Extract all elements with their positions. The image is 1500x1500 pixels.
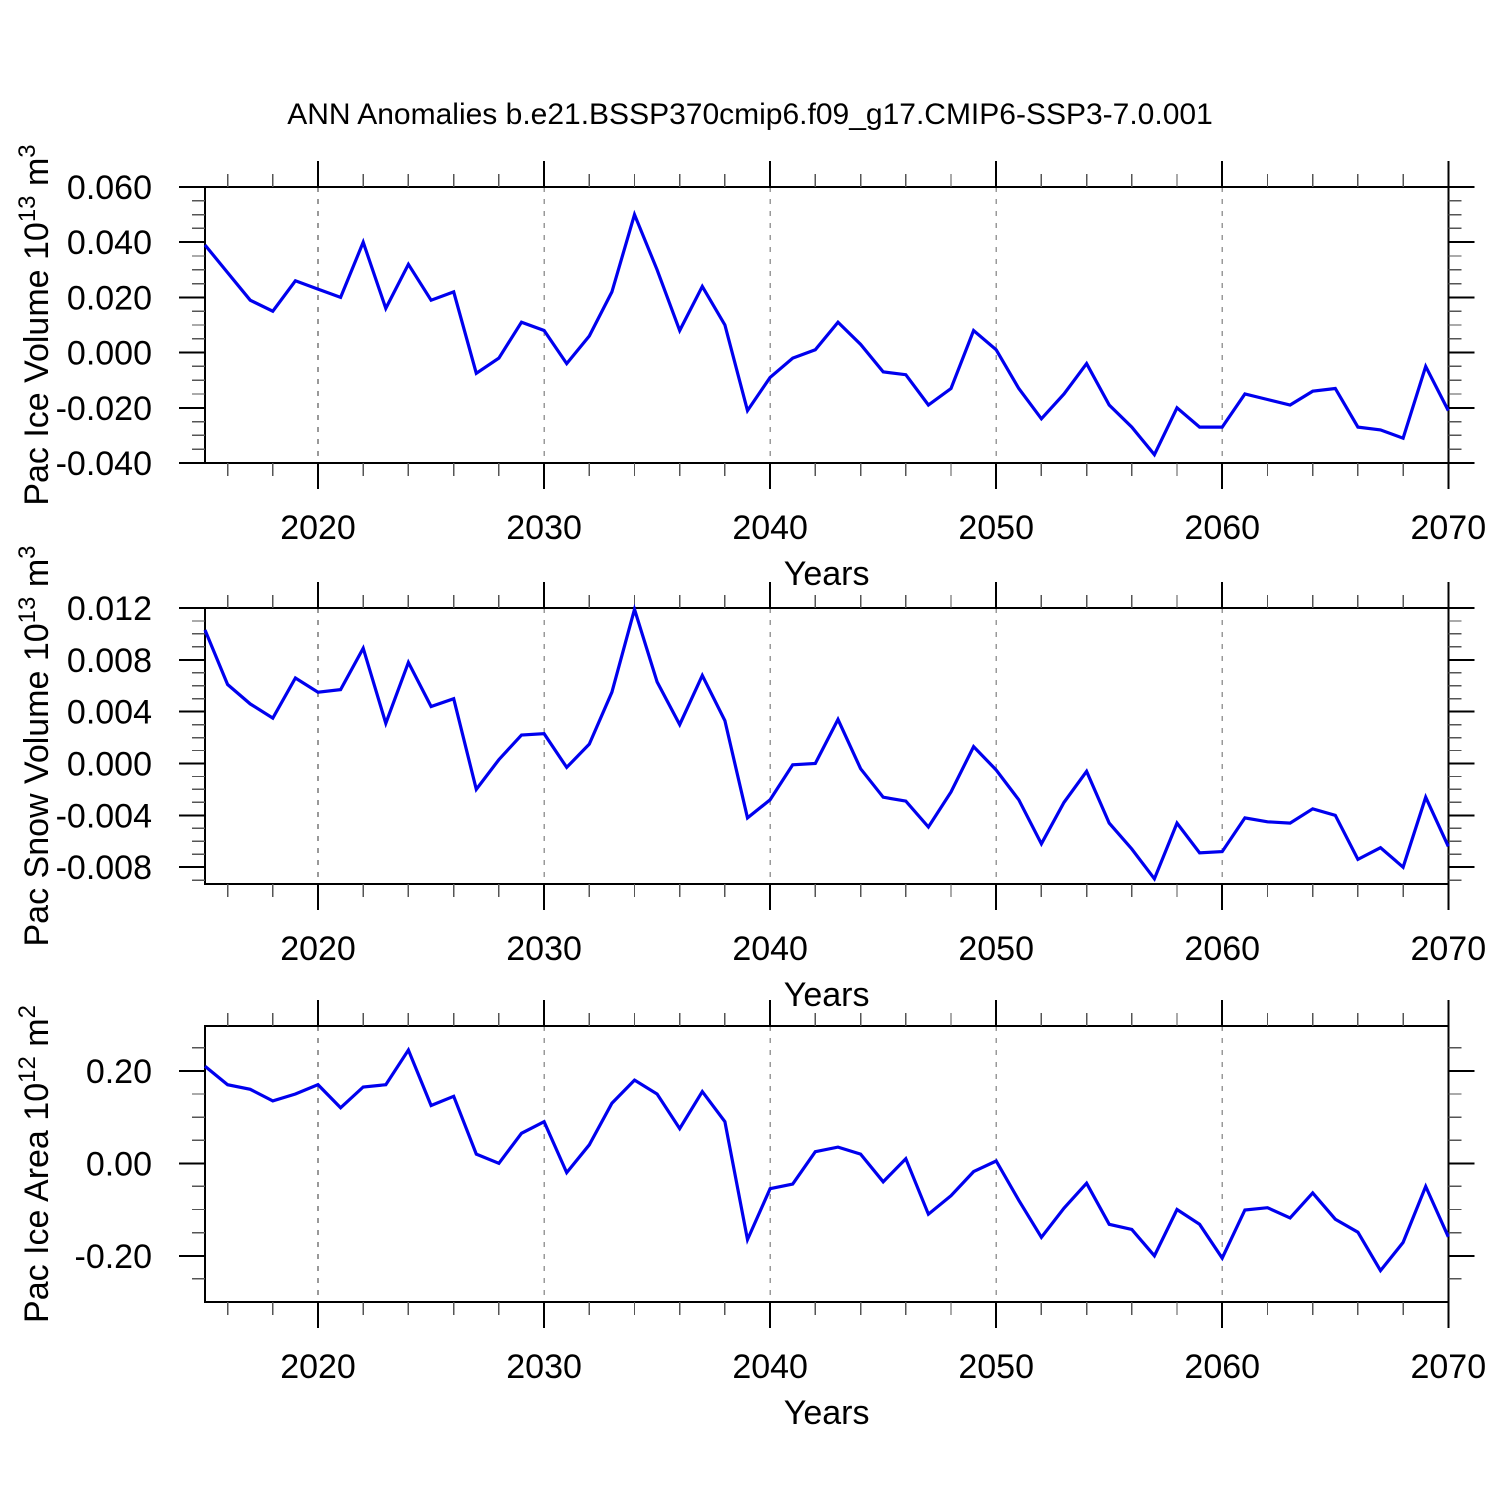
x-tick-label: 2040 [732, 930, 808, 968]
y-tick-label: 0.012 [67, 590, 152, 628]
y-tick-label: 0.00 [86, 1145, 152, 1183]
series-line-pac-snow-volume [203, 603, 1450, 883]
panel-pac-snow-volume: 0.012 0.008 0.004 0.000 -0.004 -0.008 2020 2030… [14, 545, 1486, 1014]
x-tick-label: 2060 [1184, 1348, 1260, 1386]
y-tick-label: 0.020 [67, 279, 152, 317]
series-line-pac-ice-volume [203, 209, 1450, 458]
y-tick-label: 0.000 [67, 335, 152, 373]
y-axis-title: Pac Ice Area 1012 m2 [14, 1005, 56, 1323]
x-tick-label: 2020 [280, 1348, 356, 1386]
chart-title: ANN Anomalies b.e21.BSSP370cmip6.f09_g17… [287, 98, 1213, 131]
x-tick-label: 2050 [958, 930, 1034, 968]
y-tick-label: 0.040 [67, 224, 152, 262]
y-axis-title: Pac Ice Volume 1013 m3 [14, 144, 56, 505]
x-axis-title: Years [784, 976, 870, 1014]
x-tick-label: 2070 [1410, 509, 1486, 547]
y-axis-title: Pac Snow Volume 1013 m3 [14, 545, 56, 946]
y-tick-label: -0.008 [56, 849, 152, 887]
x-tick-label: 2060 [1184, 509, 1260, 547]
y-tick-label: 0.000 [67, 745, 152, 783]
series-line-pac-ice-area [203, 1046, 1450, 1274]
y-tick-label: 0.20 [86, 1053, 152, 1091]
x-tick-label: 2050 [958, 509, 1034, 547]
x-tick-label: 2050 [958, 1348, 1034, 1386]
y-tick-label: 0.004 [67, 694, 152, 732]
y-tick-label: 0.060 [67, 169, 152, 207]
x-tick-label: 2070 [1410, 1348, 1486, 1386]
x-tick-label: 2040 [732, 1348, 808, 1386]
y-tick-label: -0.20 [75, 1238, 153, 1276]
x-tick-label: 2040 [732, 509, 808, 547]
x-tick-label: 2020 [280, 509, 356, 547]
x-tick-label: 2030 [506, 1348, 582, 1386]
y-tick-label: -0.020 [56, 390, 152, 428]
x-tick-label: 2020 [280, 930, 356, 968]
panel-pac-ice-volume: 0.060 0.040 0.020 0.000 -0.020 -0.040 2020 2030… [14, 144, 1486, 593]
x-tick-label: 2030 [506, 509, 582, 547]
plot-box [204, 607, 1450, 885]
x-tick-label: 2030 [506, 930, 582, 968]
plot-box [204, 186, 1450, 464]
y-tick-label: 0.008 [67, 642, 152, 680]
y-tick-label: -0.040 [56, 445, 152, 483]
panel-pac-ice-area: 0.20 0.00 -0.20 2020 2030 2040 2050 2060 2070 Yea… [14, 1000, 1486, 1432]
x-tick-label: 2060 [1184, 930, 1260, 968]
plot-box [204, 1025, 1450, 1303]
y-tick-label: -0.004 [56, 797, 152, 835]
x-axis-title: Years [784, 1394, 870, 1432]
x-axis-title: Years [784, 555, 870, 593]
x-tick-label: 2070 [1410, 930, 1486, 968]
